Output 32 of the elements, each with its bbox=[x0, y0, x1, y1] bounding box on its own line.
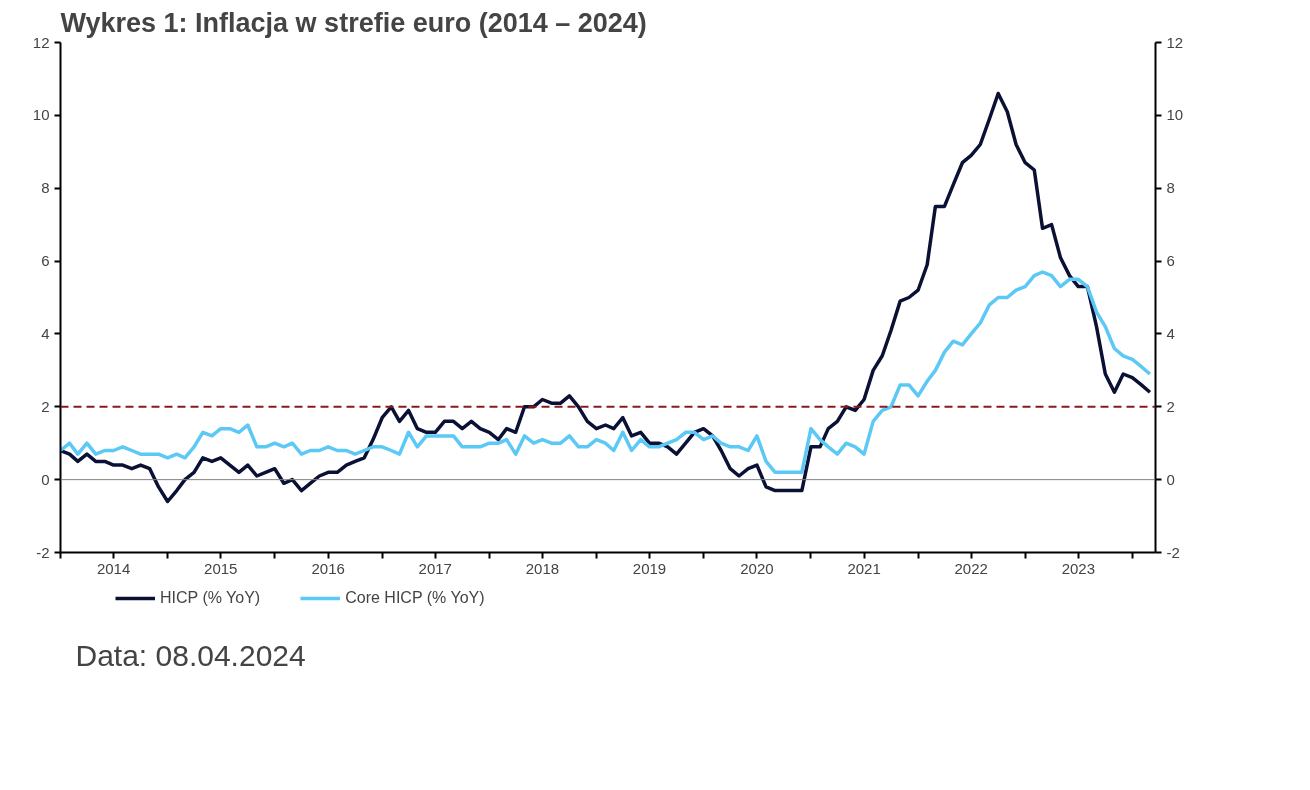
y-tick-label: 4 bbox=[41, 324, 50, 342]
y-tick-label: 10 bbox=[32, 106, 50, 124]
y2-tick-label: 0 bbox=[1166, 470, 1175, 488]
y-tick-label: 0 bbox=[41, 470, 50, 488]
x-tick-label: 2016 bbox=[311, 559, 345, 577]
y2-tick-label: 2 bbox=[1166, 397, 1175, 415]
x-tick-label: 2014 bbox=[96, 559, 131, 577]
y2-tick-label: 4 bbox=[1166, 324, 1175, 342]
x-tick-label: 2019 bbox=[632, 559, 667, 577]
legend-label: HICP (% YoY) bbox=[160, 589, 261, 607]
line-series bbox=[60, 91, 1152, 504]
line-series bbox=[60, 270, 1152, 475]
y2-tick-label: 10 bbox=[1166, 106, 1184, 124]
y-tick-label: 2 bbox=[41, 397, 50, 415]
y2-tick-label: -2 bbox=[1166, 543, 1180, 561]
x-tick-label: 2015 bbox=[204, 559, 238, 577]
y-tick-label: 8 bbox=[41, 179, 50, 197]
legend-label: Core HICP (% YoY) bbox=[345, 589, 485, 607]
text: Data: 08.04.2024 bbox=[75, 638, 306, 672]
x-tick-label: 2021 bbox=[847, 559, 881, 577]
y2-tick-label: 6 bbox=[1166, 252, 1175, 270]
y2-tick-label: 8 bbox=[1166, 179, 1175, 197]
y-tick-label: 6 bbox=[41, 252, 50, 270]
y2-tick-label: 12 bbox=[1166, 33, 1184, 51]
x-tick-label: 2018 bbox=[525, 559, 560, 577]
chart-title: Wykres 1: Inflacja w strefie euro (2014 – 2024) bbox=[60, 7, 647, 38]
x-tick-label: 2017 bbox=[418, 559, 452, 577]
y-tick-label: -2 bbox=[36, 543, 50, 561]
y-tick-label: 12 bbox=[32, 33, 50, 51]
x-tick-label: 2022 bbox=[954, 559, 988, 577]
x-tick-label: 2023 bbox=[1061, 559, 1095, 577]
x-tick-label: 2020 bbox=[740, 559, 774, 577]
